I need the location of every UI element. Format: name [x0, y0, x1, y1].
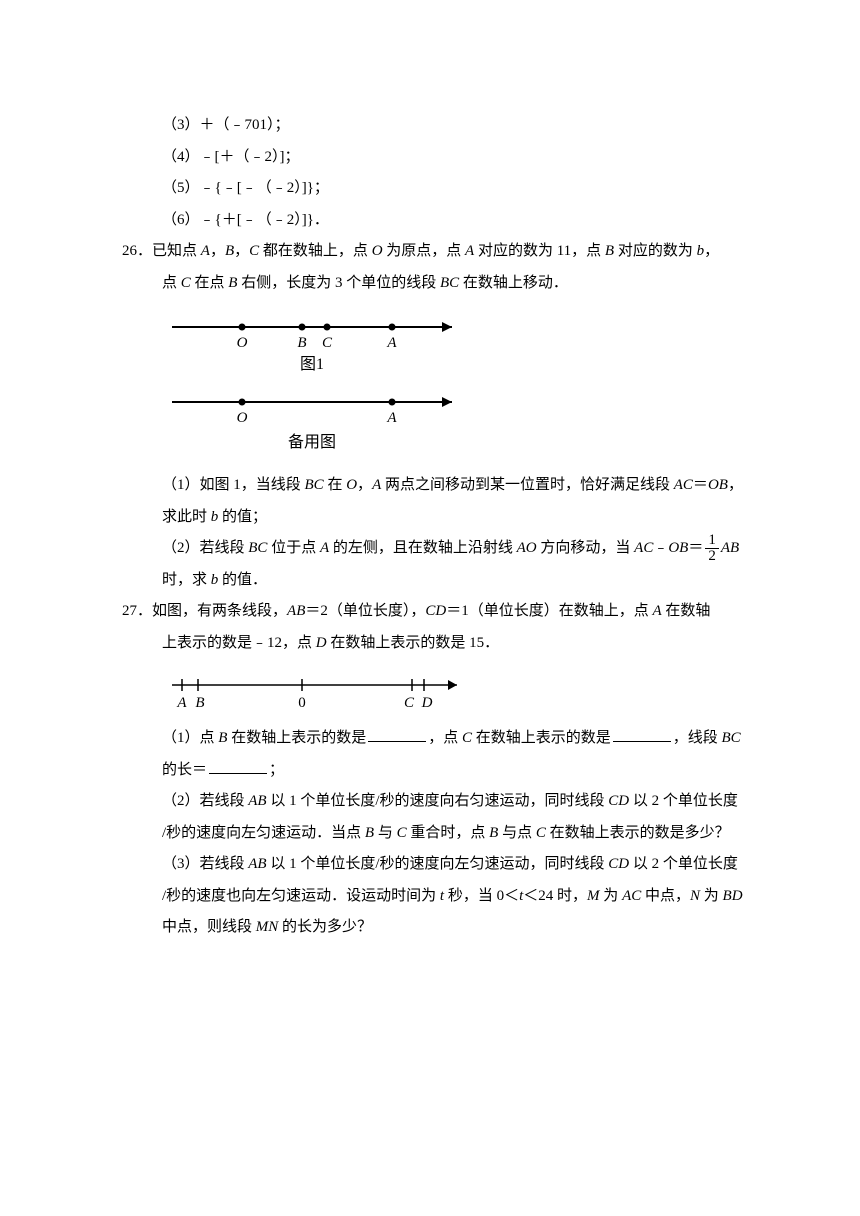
- fraction-half: 12: [705, 533, 719, 564]
- q27-intro-line2: 上表示的数是﹣12，点 D 在数轴上表示的数是 15．: [122, 628, 750, 660]
- svg-text:D: D: [421, 695, 433, 711]
- q26-part2-line2: 时，求 b 的值．: [122, 565, 750, 597]
- svg-text:A: A: [386, 335, 397, 351]
- q25-line4: （4）﹣[＋（﹣2）]；: [150, 142, 750, 174]
- q26-block: 26．已知点 A，B，C 都在数轴上，点 O 为原点，点 A 对应的数为 11，…: [122, 236, 750, 596]
- q27-part1-line2: 的长＝；: [122, 755, 750, 787]
- q27-part1: （1）点 B 在数轴上表示的数是，点 C 在数轴上表示的数是，线段 BC: [122, 723, 750, 755]
- svg-text:0: 0: [298, 695, 306, 711]
- q27-intro: 27．如图，有两条线段，AB＝2（单位长度），CD＝1（单位长度）在数轴上，点 …: [122, 596, 750, 628]
- q26-number-line-svg: O B C A 图1 O A 备用图: [162, 307, 472, 462]
- q27-part3-line3: 中点，则线段 MN 的长为多少？: [122, 912, 750, 944]
- svg-text:图1: 图1: [300, 356, 324, 373]
- svg-text:B: B: [297, 335, 306, 351]
- svg-text:O: O: [237, 335, 248, 351]
- q27-diagram: A B 0 C D: [162, 667, 750, 715]
- q25-line3: （3）＋（﹣701）；: [150, 110, 750, 142]
- svg-text:O: O: [237, 410, 248, 426]
- page-content: （3）＋（﹣701）； （4）﹣[＋（﹣2）]； （5）﹣{﹣[﹣（﹣2）]}；…: [0, 0, 860, 1004]
- q26-part2: （2）若线段 BC 位于点 A 的左侧，且在数轴上沿射线 AO 方向移动，当 A…: [122, 533, 750, 565]
- q26-intro: 26．已知点 A，B，C 都在数轴上，点 O 为原点，点 A 对应的数为 11，…: [122, 236, 750, 268]
- q26-intro-line2: 点 C 在点 B 右侧，长度为 3 个单位的线段 BC 在数轴上移动．: [122, 268, 750, 300]
- q26-part1: （1）如图 1，当线段 BC 在 O，A 两点之间移动到某一位置时，恰好满足线段…: [122, 470, 750, 502]
- svg-text:C: C: [404, 695, 415, 711]
- q25-line5: （5）﹣{﹣[﹣（﹣2）]}；: [150, 173, 750, 205]
- q27-number: 27．: [122, 603, 152, 619]
- svg-text:C: C: [322, 335, 333, 351]
- q27-number-line-svg: A B 0 C D: [162, 667, 472, 715]
- q27-part2-line2: /秒的速度向左匀速运动．当点 B 与 C 重合时，点 B 与点 C 在数轴上表示…: [122, 818, 750, 850]
- q27-part3: （3）若线段 AB 以 1 个单位长度/秒的速度向左匀速运动，同时线段 CD 以…: [122, 849, 750, 881]
- q26-part1-line2: 求此时 b 的值；: [122, 502, 750, 534]
- svg-text:B: B: [195, 695, 204, 711]
- blank-input[interactable]: [209, 758, 267, 774]
- svg-text:A: A: [386, 410, 397, 426]
- q27-block: 27．如图，有两条线段，AB＝2（单位长度），CD＝1（单位长度）在数轴上，点 …: [122, 596, 750, 944]
- q27-part3-line2: /秒的速度也向左匀速运动．设运动时间为 t 秒，当 0＜t＜24 时，M 为 A…: [122, 881, 750, 913]
- svg-text:A: A: [176, 695, 187, 711]
- q26-diagram: O B C A 图1 O A 备用图: [162, 307, 750, 462]
- q26-number: 26．: [122, 243, 152, 259]
- blank-input[interactable]: [613, 726, 671, 742]
- svg-text:备用图: 备用图: [288, 433, 336, 451]
- q27-part2: （2）若线段 AB 以 1 个单位长度/秒的速度向右匀速运动，同时线段 CD 以…: [122, 786, 750, 818]
- blank-input[interactable]: [368, 726, 426, 742]
- q25-line6: （6）﹣{＋[﹣（﹣2）]}．: [150, 205, 750, 237]
